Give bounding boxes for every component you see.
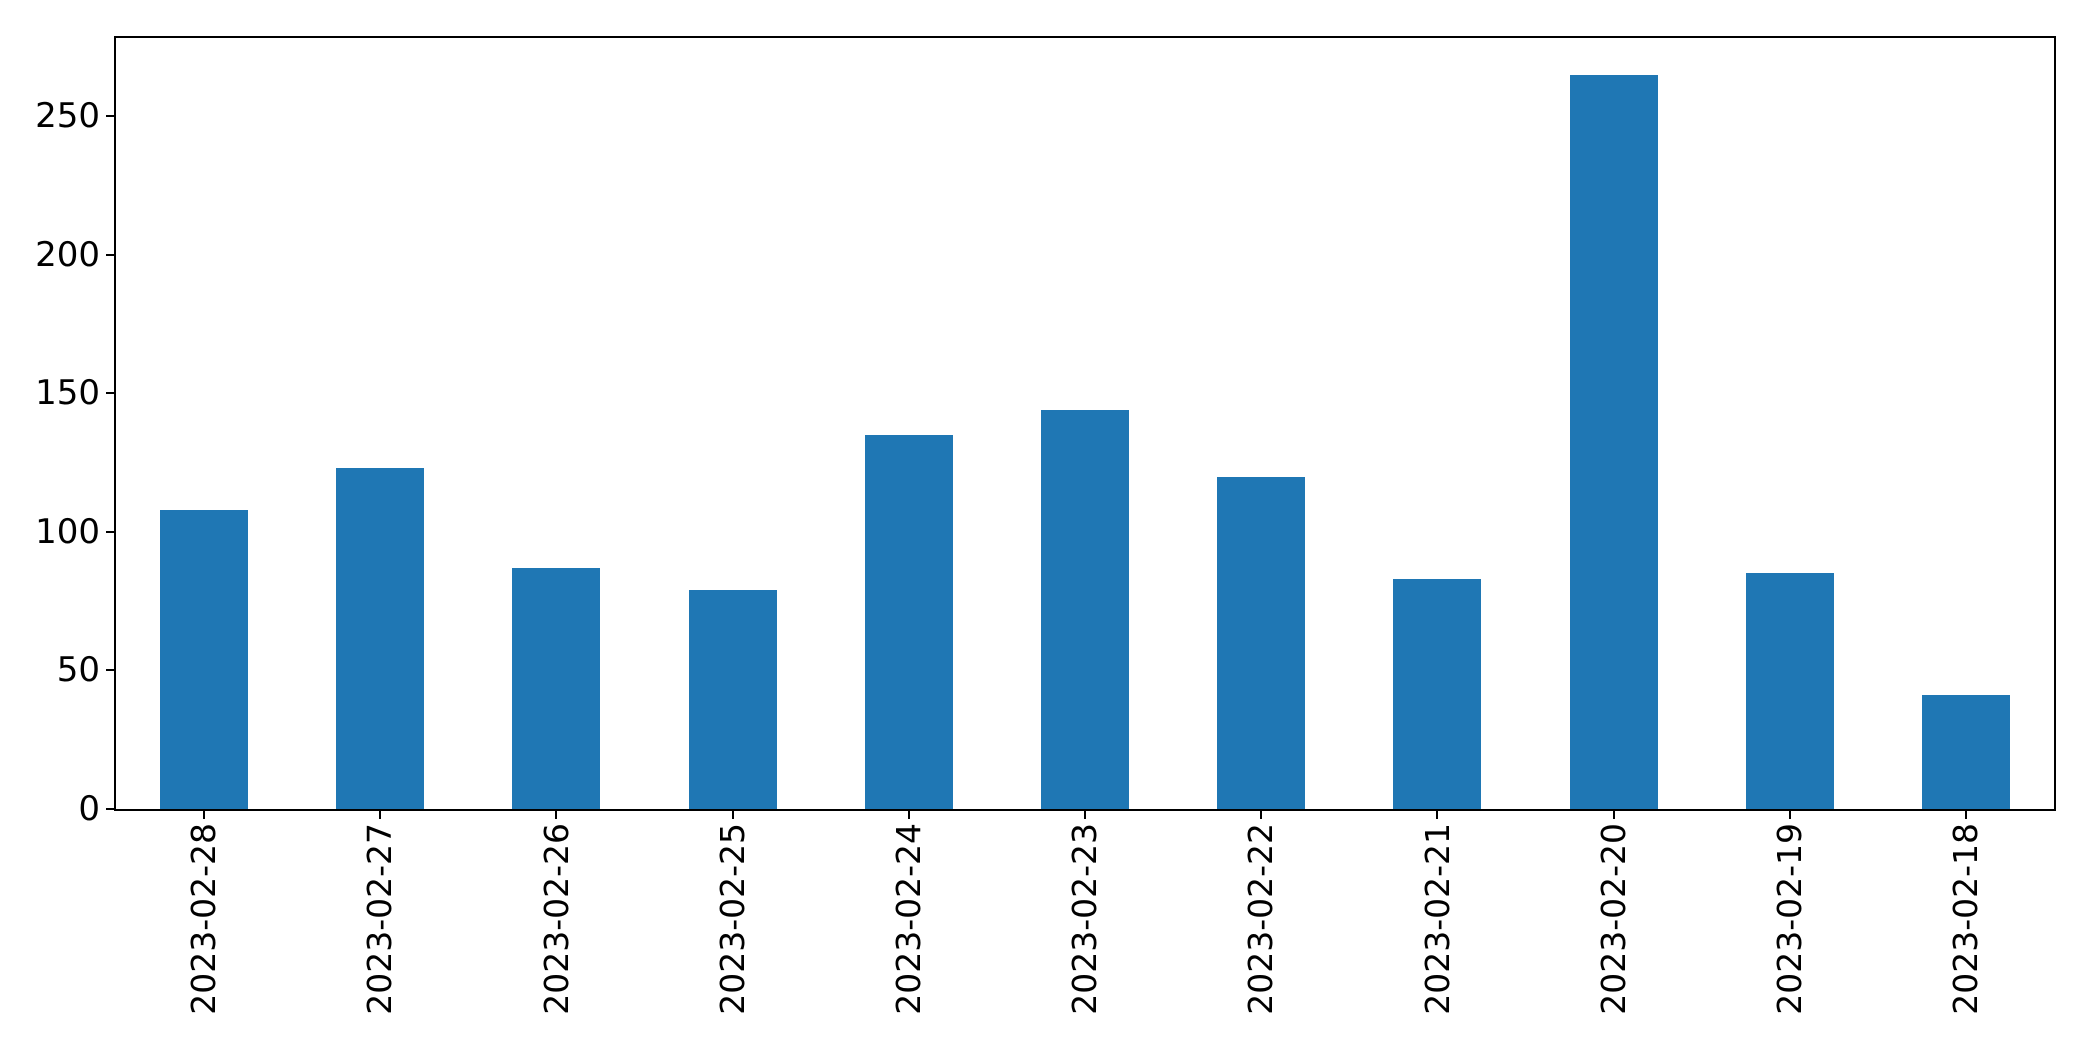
y-tick-mark — [106, 808, 114, 810]
y-tick-mark — [106, 530, 114, 533]
bar-2023-02-26 — [512, 567, 601, 809]
x-tick-label: 2023-02-21 — [1417, 823, 1457, 1015]
y-tick-mark — [106, 253, 114, 256]
y-tick-mark — [106, 115, 114, 118]
bar-2023-02-22 — [1217, 476, 1306, 809]
x-tick-label: 2023-02-24 — [888, 823, 928, 1015]
x-tick-label: 2023-02-20 — [1593, 823, 1633, 1015]
bar-2023-02-27 — [336, 468, 425, 809]
x-tick-mark — [1260, 811, 1263, 819]
bar-2023-02-20 — [1569, 74, 1658, 809]
x-tick-mark — [555, 811, 558, 819]
bar-2023-02-25 — [688, 590, 777, 809]
bar-2023-02-19 — [1745, 573, 1834, 809]
x-tick-label: 2023-02-19 — [1769, 823, 1809, 1015]
x-tick-mark — [379, 811, 382, 819]
x-tick-label: 2023-02-18 — [1945, 823, 1985, 1015]
x-tick-mark — [203, 811, 206, 819]
bar-2023-02-24 — [864, 434, 953, 809]
bar-2023-02-28 — [160, 509, 249, 809]
y-tick-label: 50 — [56, 650, 100, 691]
x-tick-label: 2023-02-23 — [1065, 823, 1104, 1015]
bar-2023-02-21 — [1393, 579, 1482, 809]
bar-2023-02-23 — [1040, 410, 1130, 809]
y-tick-label: 100 — [35, 511, 100, 552]
x-tick-label: 2023-02-28 — [184, 823, 224, 1015]
x-tick-mark — [1084, 811, 1086, 819]
y-tick-label: 150 — [35, 373, 100, 414]
bar-2023-02-18 — [1921, 695, 2010, 809]
x-tick-mark — [731, 811, 734, 819]
x-tick-label: 2023-02-25 — [712, 823, 752, 1015]
x-tick-mark — [1788, 811, 1791, 819]
x-tick-mark — [1964, 811, 1967, 819]
plot-area: 0 50 100 150 200 250 2023-02-28 2023-02-27 2023-… — [35, 36, 2056, 1015]
y-tick-label: 0 — [78, 789, 100, 829]
y-tick-label: 200 — [35, 234, 100, 275]
y-tick-mark — [106, 392, 114, 395]
x-tick-mark — [907, 811, 910, 819]
x-tick-mark — [1612, 811, 1615, 819]
y-tick-label: 250 — [35, 96, 100, 137]
x-tick-label: 2023-02-27 — [360, 823, 400, 1015]
y-tick-mark — [106, 669, 114, 672]
x-tick-label: 2023-02-26 — [536, 823, 576, 1015]
x-tick-mark — [1436, 811, 1439, 819]
x-tick-label: 2023-02-22 — [1241, 823, 1281, 1015]
